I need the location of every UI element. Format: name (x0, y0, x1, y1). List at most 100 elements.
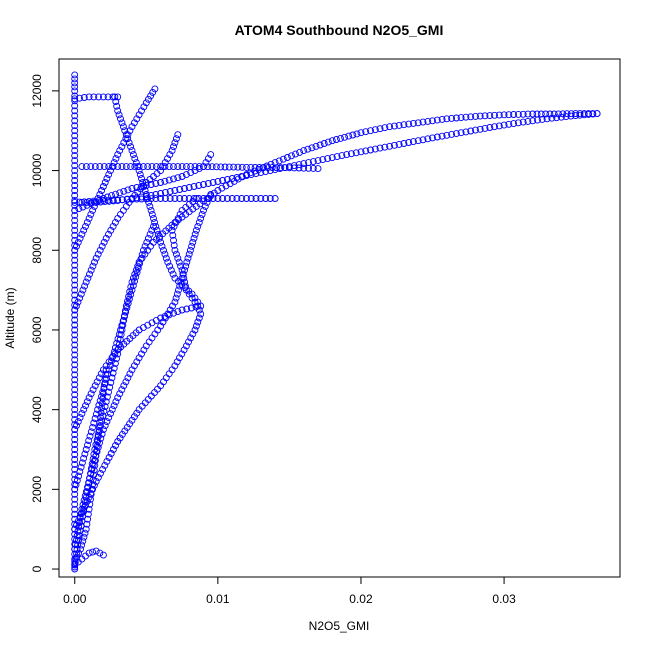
data-point (95, 428, 103, 436)
data-point (102, 366, 110, 374)
data-point (172, 218, 180, 226)
data-point (147, 181, 155, 188)
data-point (103, 418, 111, 426)
data-point (187, 334, 195, 342)
data-point (338, 152, 346, 160)
data-point (96, 549, 104, 557)
data-point (160, 246, 167, 254)
data-point (120, 187, 128, 195)
data-point (181, 195, 188, 202)
data-point (194, 222, 202, 230)
data-point (71, 122, 79, 130)
chart-title: ATOM4 Southbound N2O5_GMI (235, 22, 444, 38)
data-point (186, 246, 194, 254)
data-point (85, 437, 93, 445)
data-point (191, 326, 199, 334)
data-point (538, 115, 546, 123)
data-point (120, 313, 128, 321)
data-point (567, 112, 575, 120)
data-point (151, 218, 159, 226)
x-tick-label: 0.03 (492, 592, 516, 606)
data-point (243, 163, 250, 171)
data-point (101, 179, 109, 186)
data-point (170, 163, 177, 171)
series-track (78, 163, 322, 173)
data-point (127, 163, 135, 171)
data-point (195, 195, 203, 202)
data-point (142, 99, 150, 107)
data-point (467, 127, 475, 135)
data-point (109, 222, 117, 230)
data-point (209, 179, 217, 186)
data-point (71, 286, 79, 294)
data-point (150, 222, 157, 230)
data-point (433, 133, 441, 141)
data-point (71, 152, 79, 160)
data-point (300, 164, 308, 172)
data-point (133, 195, 141, 203)
data-point (118, 322, 126, 329)
data-point (139, 246, 147, 254)
data-point (138, 350, 145, 358)
data-point (191, 167, 199, 175)
data-point (71, 535, 79, 543)
data-point (147, 92, 155, 100)
data-point (212, 163, 220, 171)
data-point (82, 222, 89, 230)
data-point (91, 415, 99, 422)
data-point (99, 183, 107, 190)
data-point (109, 196, 117, 204)
data-point (505, 120, 513, 128)
data-point (105, 171, 113, 179)
data-point (495, 122, 503, 130)
data-point (116, 390, 124, 398)
data-point (71, 371, 79, 379)
data-point (443, 115, 451, 123)
data-point (152, 195, 160, 203)
data-point (108, 163, 116, 171)
data-point (116, 147, 124, 155)
data-point (172, 294, 180, 302)
data-point (80, 454, 88, 462)
data-point (93, 448, 101, 456)
data-point (78, 163, 86, 171)
data-point (167, 266, 175, 274)
data-point (177, 278, 185, 286)
data-point (129, 282, 137, 290)
data-point (105, 163, 113, 171)
data-point (100, 238, 108, 246)
data-point (91, 382, 99, 390)
data-point (252, 195, 260, 202)
data-point (448, 114, 456, 122)
data-point (161, 314, 169, 322)
data-point (178, 350, 186, 358)
data-point (95, 196, 103, 204)
data-point (157, 163, 165, 171)
data-point (91, 163, 99, 171)
data-point (91, 258, 98, 266)
series-track (71, 71, 79, 573)
data-point (176, 210, 184, 218)
data-point (77, 290, 85, 298)
data-point (78, 410, 86, 418)
data-point (71, 341, 79, 349)
data-point (105, 414, 113, 422)
data-point (174, 214, 182, 222)
data-point (87, 490, 95, 498)
data-point (170, 143, 177, 151)
data-point (486, 112, 494, 120)
data-point (283, 154, 291, 161)
data-point (180, 346, 188, 354)
data-point (195, 182, 203, 189)
data-point (80, 226, 88, 234)
data-point (109, 446, 117, 453)
data-point (247, 195, 255, 202)
data-point (89, 386, 97, 394)
data-point (395, 121, 403, 129)
data-point (524, 110, 532, 118)
data-point (576, 111, 584, 119)
data-point (129, 151, 137, 159)
data-point (367, 127, 374, 135)
data-point (197, 214, 205, 222)
data-point (171, 298, 179, 306)
